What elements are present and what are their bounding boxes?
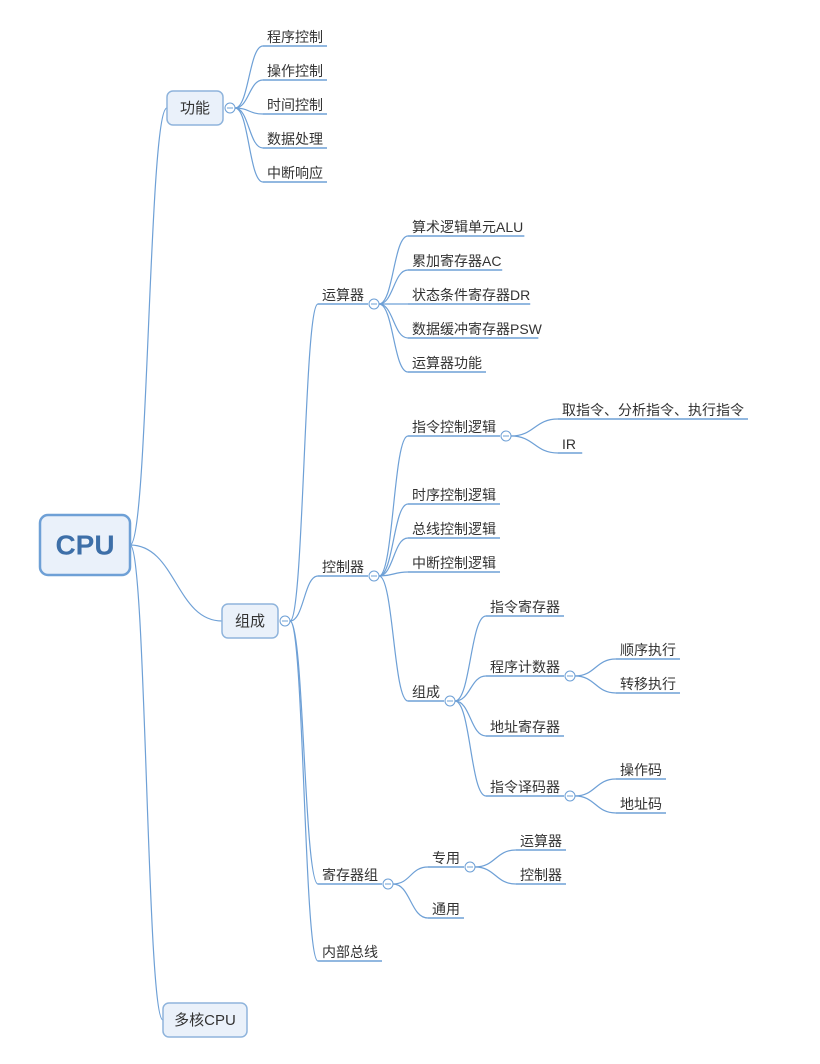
b0-n1-label[interactable]: 操作控制 xyxy=(267,63,323,79)
b1-n1-c4-c2-label[interactable]: 地址寄存器 xyxy=(490,719,560,735)
root-to-func xyxy=(130,108,167,545)
b1-n2-c0-c1-label[interactable]: 控制器 xyxy=(520,867,562,883)
b1-n2-c1-label[interactable]: 通用 xyxy=(432,901,460,917)
branch-comp-label: 组成 xyxy=(235,613,265,630)
b1-n0-c3-link xyxy=(379,304,408,338)
b1-n0-c2-label[interactable]: 状态条件寄存器DR xyxy=(412,287,530,303)
b1-n1-c4-c1-c0-link xyxy=(575,659,616,676)
b1-n1-c4-c3-c1-link xyxy=(575,796,616,813)
b1-n3-link xyxy=(290,621,318,961)
b1-n1-c4-c0-label[interactable]: 指令寄存器 xyxy=(490,599,560,615)
b1-n1-label[interactable]: 控制器 xyxy=(322,559,364,575)
b1-n1-c0-label[interactable]: 指令控制逻辑 xyxy=(412,419,496,435)
b1-n2-c1-link xyxy=(393,884,428,918)
b1-n2-c0-label[interactable]: 专用 xyxy=(432,850,460,866)
branch-func-label: 功能 xyxy=(180,100,210,117)
b1-n0-c4-label[interactable]: 运算器功能 xyxy=(412,355,482,371)
root-label: CPU xyxy=(55,529,114,560)
b1-n1-c4-c3-c0-label[interactable]: 操作码 xyxy=(620,762,662,778)
b1-n0-c1-label[interactable]: 累加寄存器AC xyxy=(412,253,501,269)
b1-n0-link xyxy=(290,304,318,621)
root-to-comp xyxy=(130,545,222,621)
b0-n0-label[interactable]: 程序控制 xyxy=(267,29,323,45)
b0-n0-link xyxy=(235,46,263,108)
b1-n1-c4-c3-link xyxy=(455,701,486,796)
b0-n3-label[interactable]: 数据处理 xyxy=(267,131,323,147)
b1-n2-link xyxy=(290,621,318,884)
b1-n1-c4-c1-c0-label[interactable]: 顺序执行 xyxy=(620,642,676,658)
b1-n1-c4-c1-c1-link xyxy=(575,676,616,693)
b1-n0-label[interactable]: 运算器 xyxy=(322,287,364,303)
b0-n4-label[interactable]: 中断响应 xyxy=(267,165,323,181)
b1-n1-c0-c1-label[interactable]: IR xyxy=(562,436,576,452)
b1-n1-c4-link xyxy=(379,576,408,701)
b1-n0-c0-link xyxy=(379,236,408,304)
b1-n1-c4-c1-c1-label[interactable]: 转移执行 xyxy=(620,676,676,692)
b0-n2-label[interactable]: 时间控制 xyxy=(267,97,323,113)
b1-n1-c0-c0-label[interactable]: 取指令、分析指令、执行指令 xyxy=(562,402,744,418)
b1-n2-label[interactable]: 寄存器组 xyxy=(322,867,378,883)
b0-n1-link xyxy=(235,80,263,108)
b1-n2-c0-link xyxy=(393,867,428,884)
b1-n2-c0-c0-label[interactable]: 运算器 xyxy=(520,833,562,849)
b1-n1-c1-label[interactable]: 时序控制逻辑 xyxy=(412,487,496,503)
b1-n0-c3-label[interactable]: 数据缓冲寄存器PSW xyxy=(412,321,543,337)
b1-n1-c4-label[interactable]: 组成 xyxy=(412,684,440,700)
b1-n1-c4-c3-c1-label[interactable]: 地址码 xyxy=(620,796,662,812)
b1-n1-link xyxy=(290,576,318,621)
b1-n3-label[interactable]: 内部总线 xyxy=(322,944,378,960)
b1-n1-c4-c1-label[interactable]: 程序计数器 xyxy=(490,659,560,675)
mindmap-canvas: CPU功能程序控制操作控制时间控制数据处理中断响应组成运算器算术逻辑单元ALU累… xyxy=(0,0,820,1064)
b1-n1-c3-label[interactable]: 中断控制逻辑 xyxy=(412,555,496,571)
b1-n0-c1-link xyxy=(379,270,408,304)
b1-n1-c0-c0-link xyxy=(511,419,558,436)
b1-n1-c4-c3-c0-link xyxy=(575,779,616,796)
b1-n1-c4-c2-link xyxy=(455,701,486,736)
b1-n2-c0-c1-link xyxy=(475,867,516,884)
b1-n2-c0-c0-link xyxy=(475,850,516,867)
branch-multi-label: 多核CPU xyxy=(174,1012,236,1029)
root-to-multi xyxy=(130,545,163,1020)
b1-n0-c4-link xyxy=(379,304,408,372)
b1-n1-c0-c1-link xyxy=(511,436,558,453)
b1-n1-c2-label[interactable]: 总线控制逻辑 xyxy=(412,521,496,537)
b0-n4-link xyxy=(235,108,263,182)
b1-n1-c4-c3-label[interactable]: 指令译码器 xyxy=(490,779,560,795)
b1-n0-c0-label[interactable]: 算术逻辑单元ALU xyxy=(412,219,523,235)
